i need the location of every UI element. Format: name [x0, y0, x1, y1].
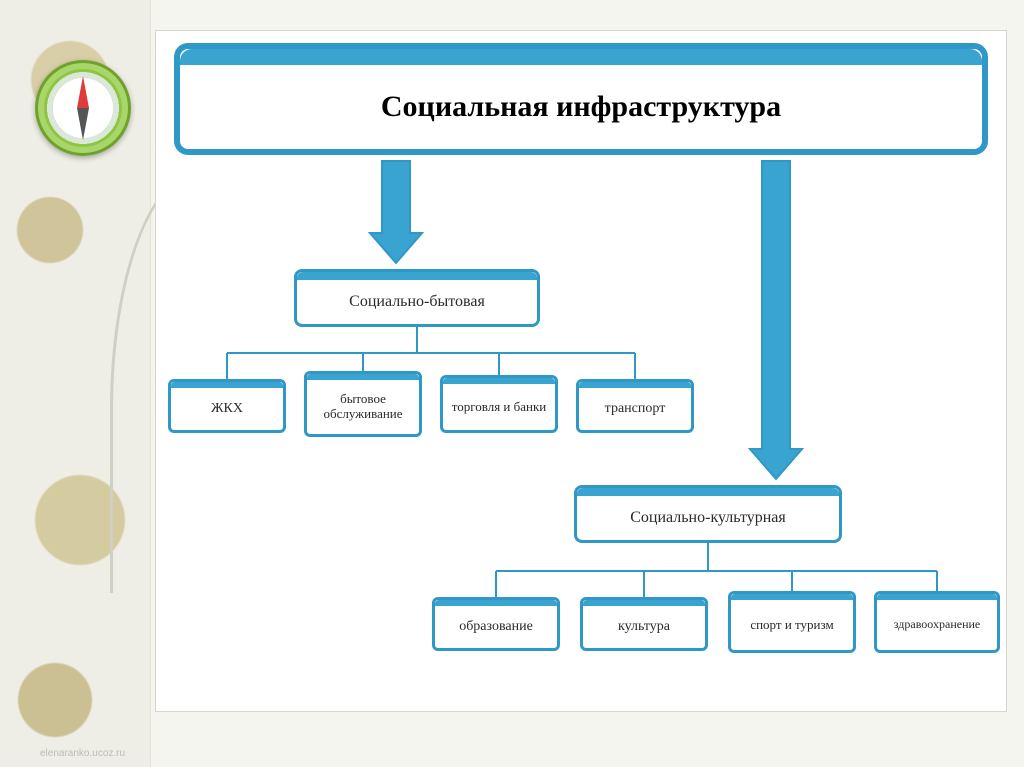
- hierarchy-diagram: Социальная инфраструктура Социально-быто…: [155, 30, 1007, 712]
- root-node: Социальная инфраструктура: [174, 43, 988, 155]
- node-header-band: [435, 600, 557, 606]
- leaf-label: торговля и банки: [452, 400, 547, 415]
- leaf-node: спорт и туризм: [728, 591, 856, 653]
- presentation-slide: Социальная инфраструктура Социально-быто…: [0, 0, 1024, 767]
- node-header-band: [297, 272, 537, 280]
- node-header-band: [171, 382, 283, 388]
- leaf-label: здравоохранение: [894, 618, 980, 632]
- leaf-node: ЖКХ: [168, 379, 286, 433]
- leaf-node: образование: [432, 597, 560, 651]
- group-a-label: Социально-бытовая: [349, 293, 485, 311]
- leaf-label: спорт и туризм: [750, 618, 833, 633]
- group-node-social-cultural: Социально-культурная: [574, 485, 842, 543]
- root-label: Социальная инфраструктура: [381, 90, 781, 125]
- node-header-band: [579, 382, 691, 388]
- leaf-node: торговля и банки: [440, 375, 558, 433]
- compass-icon: [35, 60, 131, 156]
- leaf-node: здравоохранение: [874, 591, 1000, 653]
- node-header-band: [307, 374, 419, 380]
- node-header-band: [180, 49, 982, 65]
- leaf-label: транспорт: [605, 401, 666, 417]
- group-b-label: Социально-культурная: [630, 509, 786, 527]
- leaf-node: бытовое обслуживание: [304, 371, 422, 437]
- node-header-band: [443, 378, 555, 384]
- leaf-label: ЖКХ: [211, 401, 243, 417]
- leaf-label: культура: [618, 619, 670, 635]
- group-node-social-domestic: Социально-бытовая: [294, 269, 540, 327]
- node-header-band: [731, 594, 853, 600]
- leaf-node: транспорт: [576, 379, 694, 433]
- leaf-label: образование: [459, 619, 533, 635]
- node-header-band: [877, 594, 997, 600]
- leaf-node: культура: [580, 597, 708, 651]
- credit-text: elenaranko.ucoz.ru: [40, 748, 125, 759]
- node-header-band: [583, 600, 705, 606]
- leaf-label: бытовое обслуживание: [313, 392, 413, 422]
- node-header-band: [577, 488, 839, 496]
